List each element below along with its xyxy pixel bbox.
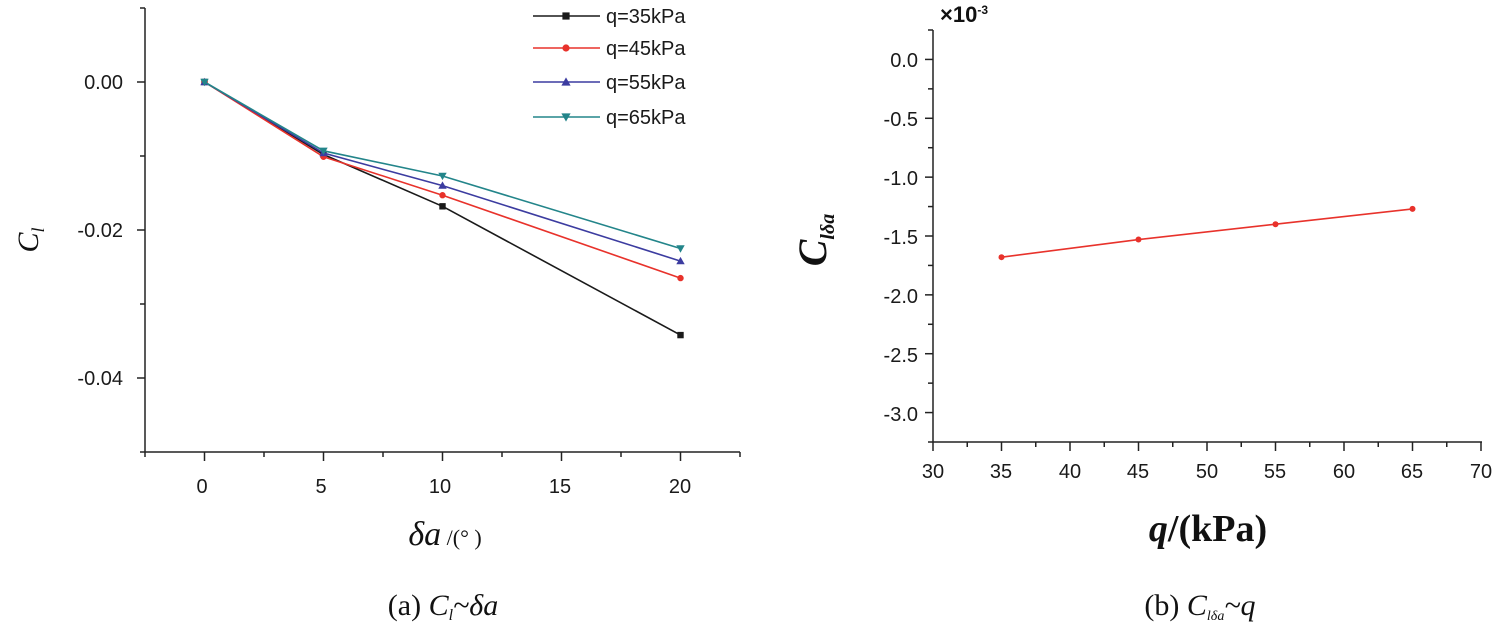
legend-item-q55: q=55kPa (533, 72, 686, 94)
chart-b-x-tick-label: 30 (922, 461, 944, 483)
chart-a-x-tick-label: 5 (315, 476, 326, 498)
chart-a-caption: (a) Cl~δa (388, 589, 498, 624)
chart-a-x-label-unit: /(° ) (441, 525, 482, 550)
chart-b-x-ticks (932, 442, 1482, 451)
chart-b-y-tick-label: -0.5 (884, 109, 918, 131)
chart-a-x-tick-label: 10 (429, 476, 451, 498)
chart-b-x-label: q/(kPa) (1149, 508, 1267, 550)
legend-marker-shape (561, 77, 571, 86)
chart-b-caption-c: C (1187, 589, 1208, 622)
legend-label-q45: q=45kPa (606, 38, 686, 60)
chart-b-caption-prefix: (b) (1144, 589, 1186, 622)
chart-b-y-ticks (925, 29, 933, 443)
legend-marker-q45 (562, 44, 570, 52)
chart-b-y-tick-label: -1.0 (884, 168, 918, 190)
chart-a-caption-c: C (429, 589, 450, 622)
series-line-q65kpa (204, 81, 681, 250)
chart-b-x-tick-label: 60 (1333, 461, 1355, 483)
chart-a-series (200, 77, 685, 339)
chart-a-x-label-main: δa (408, 516, 441, 553)
chart-a-legend: q=35kPa q=45kPa q=55kPa q=65kPa (533, 6, 686, 129)
data-point-q65kpa (438, 172, 447, 181)
chart-a-y-tick-labels: 0.00 -0.02 -0.04 (77, 72, 123, 390)
data-point-q65kpa (676, 245, 685, 253)
chart-b-x-label-unit: /(kPa) (1167, 508, 1267, 550)
chart-b-multiplier-base: ×10 (940, 2, 977, 27)
chart-b-y-label-sub: lδa (817, 214, 839, 240)
data-point-q65kpa (319, 147, 328, 156)
data-point-clda (998, 254, 1005, 261)
data-point-q35kpa (439, 203, 446, 210)
chart-a-x-label: δa /(° ) (408, 516, 481, 553)
chart-b-y-tick-label: 0.0 (890, 50, 918, 72)
chart-a-x-tick-label: 0 (196, 476, 207, 498)
chart-b-y-tick-labels: 0.0 -0.5 -1.0 -1.5 -2.0 -2.5 -3.0 (884, 50, 918, 426)
data-point-clda (1409, 205, 1416, 212)
legend-label-q55: q=55kPa (606, 72, 686, 94)
chart-b-x-tick-label: 40 (1059, 461, 1081, 483)
series-line-q45kpa (204, 81, 681, 279)
data-point-q55kpa (438, 181, 447, 189)
chart-a-y-tick-label: -0.02 (77, 220, 123, 242)
chart-b-y-tick-label: -2.5 (884, 345, 918, 367)
chart-b-multiplier: ×10-3 (940, 2, 988, 27)
chart-b-y-label-main: C (790, 238, 835, 266)
chart-b-caption-sub: lδa (1207, 609, 1224, 624)
chart-a-caption-sub: l (449, 607, 454, 624)
data-point-clda (1135, 236, 1142, 243)
chart-a-x-tick-labels: 0 5 10 15 20 (196, 476, 691, 498)
legend-label-q65: q=65kPa (606, 107, 686, 129)
chart-a-y-label-sub: l (28, 227, 48, 232)
chart-b-caption-rest: ~q (1224, 589, 1255, 622)
legend-marker-shape (562, 12, 570, 20)
legend-marker-shape (561, 113, 571, 122)
legend-marker-q35 (562, 12, 570, 20)
chart-a-x-ticks (144, 452, 741, 461)
chart-b-x-tick-label: 55 (1264, 461, 1286, 483)
chart-b-x-tick-labels: 30 35 40 45 50 55 60 65 70 (922, 461, 1492, 483)
chart-b-x-tick-label: 65 (1401, 461, 1423, 483)
chart-a-y-label-main: C (12, 232, 45, 253)
chart-a-x-tick-label: 15 (549, 476, 571, 498)
data-point-q35kpa (677, 331, 684, 339)
chart-b-x-tick-label: 35 (990, 461, 1012, 483)
data-point-q65kpa (200, 78, 209, 87)
chart-a-caption-prefix: (a) (388, 589, 429, 622)
legend-item-q45: q=45kPa (533, 38, 686, 60)
legend-marker-q55 (561, 77, 571, 86)
chart-b-x-tick-label: 50 (1196, 461, 1218, 483)
data-point-q55kpa (676, 256, 685, 265)
chart-b-caption: (b) Clδa~q (1144, 589, 1255, 624)
chart-b-x-tick-label: 70 (1470, 461, 1492, 483)
data-point-q45kpa (439, 192, 446, 199)
chart-b-x-label-main: q (1149, 508, 1168, 550)
legend-item-q35: q=35kPa (533, 6, 686, 28)
chart-b: 0.0 -0.5 -1.0 -1.5 -2.0 -2.5 -3.0 30 35 … (790, 2, 1492, 624)
chart-b-y-tick-label: -1.5 (884, 227, 918, 249)
legend-label-q35: q=35kPa (606, 6, 686, 28)
chart-b-y-tick-label: -3.0 (884, 404, 918, 426)
chart-a-x-tick-label: 20 (669, 476, 691, 498)
chart-b-y-label: Clδa (790, 214, 839, 267)
data-point-clda (1272, 221, 1279, 228)
chart-b-multiplier-exp: -3 (977, 3, 988, 17)
chart-a-y-tick-label: -0.04 (77, 368, 123, 390)
legend-item-q65: q=65kPa (533, 107, 686, 129)
legend-marker-q65 (561, 113, 571, 122)
legend-marker-shape (562, 44, 570, 52)
chart-a-caption-rest: ~δa (453, 589, 498, 622)
chart-b-x-tick-label: 45 (1127, 461, 1149, 483)
chart-a-y-tick-label: 0.00 (84, 72, 123, 94)
data-point-q45kpa (677, 274, 684, 282)
chart-a-y-label: Cl (12, 227, 48, 252)
series-line-q55kpa (204, 81, 681, 262)
series-line-clda (1001, 208, 1413, 258)
chart-b-series (998, 205, 1416, 261)
chart-b-y-tick-label: -2.0 (884, 286, 918, 308)
chart-a-y-ticks (137, 7, 145, 453)
chart-a: 0.00 -0.02 -0.04 0 5 10 15 20 Cl δa /(° … (12, 6, 741, 624)
